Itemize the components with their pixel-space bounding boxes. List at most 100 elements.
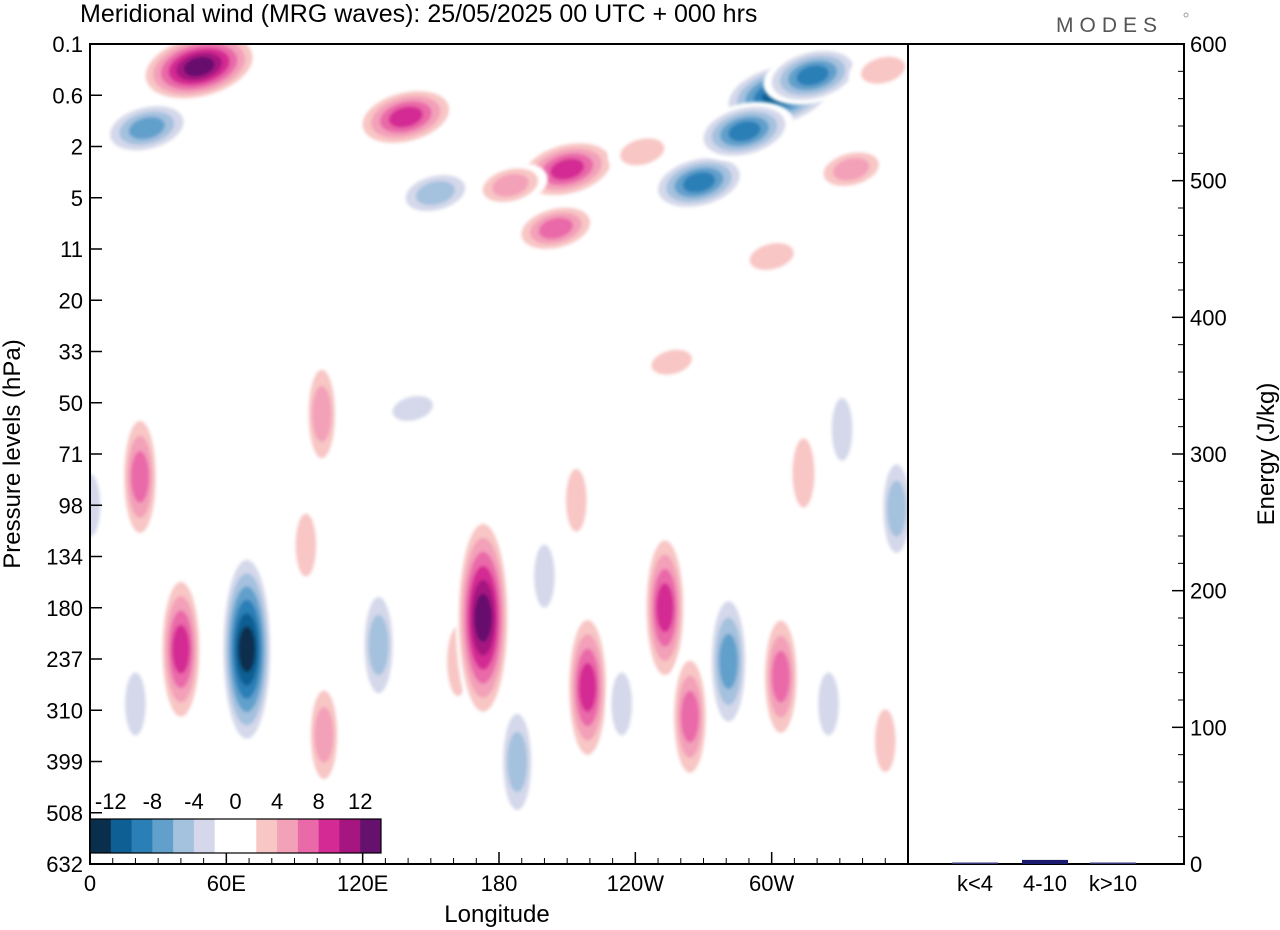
colorbar-swatch <box>277 819 299 853</box>
wind-anomaly <box>813 653 844 755</box>
contour-band <box>728 121 761 142</box>
wind-anomaly <box>643 525 687 690</box>
contour-band <box>492 173 529 197</box>
energy-tick-label: 400 <box>1190 305 1227 330</box>
contour-band <box>680 690 700 743</box>
wind-anomaly <box>848 49 908 91</box>
colorbar-swatch <box>90 819 112 853</box>
colorbar-label: 4 <box>271 789 283 814</box>
contour-band <box>538 217 573 239</box>
colorbar-swatch <box>131 819 153 853</box>
wind-anomaly <box>608 131 677 173</box>
x-tick-label: 60W <box>749 871 794 896</box>
contour-band <box>682 172 716 193</box>
wind-anomaly <box>473 162 548 208</box>
modes-logo: MODES <box>1056 14 1163 37</box>
wind-anomaly <box>300 231 357 267</box>
energy-bar <box>1090 862 1136 864</box>
x-tick-label: 60E <box>207 871 246 896</box>
contour-band <box>375 301 432 337</box>
wind-anomaly <box>304 353 339 475</box>
contour-band <box>392 395 433 422</box>
colorbar-swatch <box>193 819 216 853</box>
contour-band <box>415 181 455 206</box>
y-tick-label: 33 <box>59 340 83 365</box>
y-tick-label: 0.6 <box>52 83 83 108</box>
energy-bar <box>1022 859 1068 864</box>
contour-band <box>832 157 870 181</box>
wind-anomaly <box>879 447 908 570</box>
wind-anomaly <box>360 578 397 712</box>
colorbar-swatch <box>318 819 340 853</box>
colorbar-swatch <box>173 819 195 853</box>
contour-band <box>860 56 906 84</box>
contour-band <box>388 106 423 128</box>
wind-anomaly <box>649 153 749 212</box>
wind-anomaly <box>235 406 263 498</box>
chart-title: Meridional wind (MRG waves): 25/05/2025 … <box>80 0 757 28</box>
heatmap-field <box>90 44 908 829</box>
colorbar-swatch <box>339 819 361 853</box>
colorbar-swatch <box>235 819 257 853</box>
contour-band <box>238 626 256 673</box>
energy-category-label: k<4 <box>957 871 993 896</box>
wind-anomaly <box>220 546 274 753</box>
wind-anomaly <box>529 525 560 627</box>
contour-band <box>771 650 790 703</box>
colorbar-label: -12 <box>95 789 127 814</box>
wind-anomaly <box>761 605 801 749</box>
energy-tick-label: 100 <box>1190 715 1227 740</box>
y-tick-label: 5 <box>71 186 83 211</box>
x-tick-label: 0 <box>84 871 96 896</box>
y-tick-label: 632 <box>46 852 83 877</box>
contour-band <box>507 731 528 793</box>
wind-anomaly <box>737 235 806 278</box>
wind-anomaly <box>561 449 591 551</box>
wind-anomaly <box>512 202 599 255</box>
wind-anomaly <box>708 584 749 739</box>
wind-anomaly <box>870 690 900 792</box>
y-tick-label: 98 <box>59 493 83 518</box>
contour-band <box>719 633 738 690</box>
wind-anomaly <box>763 46 862 105</box>
colorbar-label: 8 <box>313 789 325 814</box>
colorbar-swatch <box>152 819 174 853</box>
contour-band <box>312 386 332 442</box>
contour-band <box>565 468 587 532</box>
energy-category-label: k>10 <box>1089 871 1137 896</box>
contour-band <box>656 583 674 633</box>
wind-anomaly <box>375 301 432 337</box>
x-axis: 0 60E 120E 180 120W 60W <box>84 852 886 896</box>
energy-bar <box>952 862 998 864</box>
colorbar-swatch <box>360 819 382 853</box>
wind-anomaly <box>813 146 889 192</box>
y-tick-label: 0.1 <box>52 32 83 57</box>
energy-tick-label: 0 <box>1190 852 1202 877</box>
x-tick-label: 120W <box>607 871 665 896</box>
contour-band <box>887 480 907 537</box>
contour-band <box>130 451 150 503</box>
contour-band <box>818 672 839 736</box>
contour-band <box>611 672 633 736</box>
contour-band <box>796 65 829 86</box>
wind-anomaly <box>395 169 476 218</box>
contour-band <box>620 138 665 166</box>
contour-band <box>128 116 165 140</box>
wind-anomaly <box>159 567 203 732</box>
contour-band <box>651 349 692 375</box>
colorbar: -12 -8 -4 0 4 8 12 <box>89 789 382 854</box>
contour-band <box>368 615 389 676</box>
colorbar-label: 0 <box>229 789 241 814</box>
energy-tick-label: 600 <box>1190 32 1227 57</box>
contour-band <box>314 707 334 763</box>
energy-axis-label: Energy (J/kg) <box>1253 383 1280 526</box>
colorbar-frame <box>89 818 382 854</box>
wind-anomaly <box>120 653 151 755</box>
logo-mark-icon <box>1183 12 1189 18</box>
y-tick-label: 11 <box>60 237 83 262</box>
y-tick-label: 237 <box>46 647 83 672</box>
contour-band <box>550 158 585 180</box>
energy-panel-frame <box>907 43 1185 865</box>
energy-tick-label: 300 <box>1190 442 1227 467</box>
wind-anomaly <box>640 343 703 382</box>
